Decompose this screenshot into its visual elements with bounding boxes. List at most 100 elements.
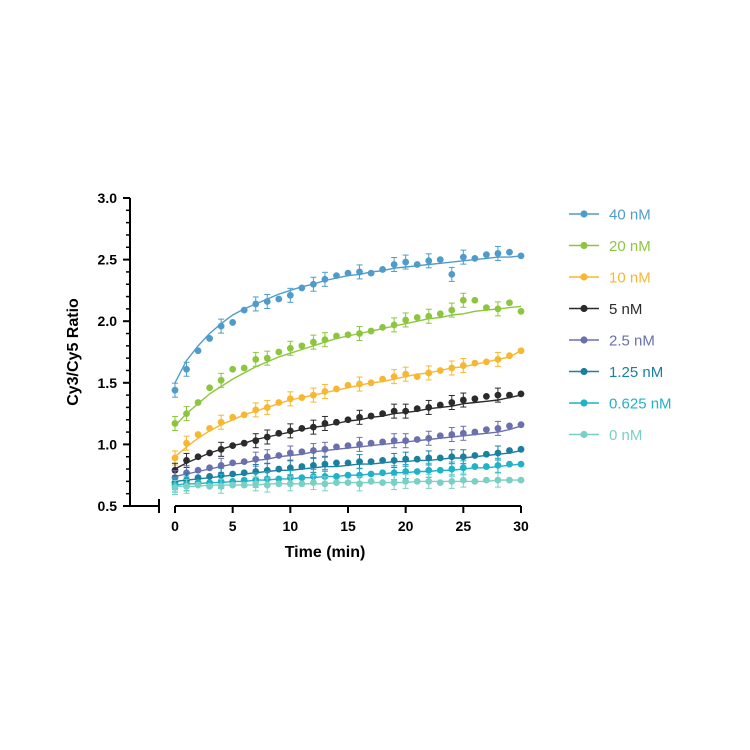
data-point: [448, 364, 456, 372]
data-point: [171, 454, 179, 462]
data-point: [425, 434, 433, 442]
data-point: [436, 454, 444, 462]
data-point: [321, 445, 329, 453]
data-point: [183, 482, 190, 490]
data-point: [356, 480, 363, 488]
data-point: [402, 455, 410, 463]
data-point: [206, 335, 214, 342]
data-point: [240, 364, 248, 372]
data-point: [321, 336, 329, 344]
data-point: [298, 284, 306, 292]
data-point: [517, 460, 525, 468]
y-tick-label: 1.0: [98, 436, 118, 452]
data-point: [413, 468, 421, 475]
data-point: [333, 418, 340, 426]
data-point: [171, 484, 179, 491]
data-point: [517, 307, 525, 315]
data-point: [459, 362, 467, 369]
data-point: [240, 481, 248, 489]
data-point: [436, 479, 444, 486]
data-point: [459, 464, 467, 472]
series-0-nM: [171, 472, 525, 496]
data-point: [333, 385, 340, 393]
data-point: [183, 457, 190, 464]
axes: 0.5 1.0 1.5 2.0 2.5 3.0 0 5 10 15 20 25 30 Cy3/Cy5 …: [65, 190, 529, 561]
data-point: [217, 445, 225, 453]
data-point: [217, 482, 225, 490]
data-point: [448, 399, 456, 406]
data-point: [459, 396, 467, 404]
data-point: [206, 482, 214, 490]
data-point: [310, 338, 317, 346]
data-point: [217, 322, 225, 330]
data-point: [333, 479, 340, 486]
data-point: [425, 404, 433, 411]
data-point: [263, 481, 271, 489]
data-point: [413, 314, 421, 321]
data-point: [194, 431, 202, 438]
data-point: [252, 355, 260, 363]
data-point: [413, 455, 421, 463]
data-point: [344, 381, 352, 389]
data-point: [390, 407, 398, 415]
data-point: [206, 449, 214, 457]
data-point: [506, 422, 513, 430]
data-point: [286, 427, 294, 435]
data-point: [263, 453, 271, 461]
data-point: [310, 479, 317, 486]
data-point: [206, 464, 214, 472]
series-20-nM: [171, 292, 525, 431]
data-point: [379, 266, 386, 273]
y-tick-label: 0.5: [98, 498, 118, 514]
legend-marker: [580, 273, 588, 281]
data-point: [263, 354, 271, 362]
data-point: [506, 248, 513, 256]
data-point: [425, 477, 433, 485]
legend-item: 0.625 nM: [569, 396, 672, 413]
data-point: [402, 407, 410, 415]
data-point: [425, 257, 433, 265]
data-point: [217, 376, 225, 384]
data-point: [390, 469, 398, 477]
data-point: [379, 457, 386, 464]
data-point: [413, 477, 421, 485]
data-point: [471, 452, 479, 459]
data-point: [506, 476, 513, 484]
data-point: [436, 310, 444, 318]
x-tick-label: 10: [283, 518, 299, 534]
data-point: [367, 379, 375, 387]
data-point: [252, 480, 260, 488]
data-point: [436, 401, 444, 409]
legend-item: 5 nM: [569, 301, 642, 318]
data-point: [194, 466, 202, 474]
data-point: [206, 384, 214, 392]
data-point: [517, 476, 525, 484]
data-point: [275, 452, 283, 459]
data-point: [263, 404, 271, 411]
data-point: [379, 323, 386, 331]
data-point: [379, 438, 386, 446]
data-point: [333, 459, 340, 467]
data-point: [494, 305, 502, 313]
data-point: [367, 412, 375, 420]
data-point: [286, 291, 294, 299]
data-point: [356, 380, 363, 388]
data-point: [390, 373, 398, 381]
data-point: [217, 461, 225, 469]
legend-item: 10 nM: [569, 270, 651, 287]
data-point: [298, 463, 306, 470]
data-point: [448, 453, 456, 461]
data-point: [356, 330, 363, 337]
data-point: [483, 476, 490, 484]
data-point: [379, 375, 386, 383]
data-point: [194, 453, 202, 461]
data-point: [483, 463, 490, 470]
data-point: [275, 475, 283, 483]
data-point: [379, 410, 386, 417]
legend-item: 2.5 nM: [569, 333, 655, 350]
data-point: [459, 429, 467, 437]
legend-marker: [580, 304, 588, 313]
data-point: [413, 373, 421, 381]
data-point: [425, 312, 433, 320]
